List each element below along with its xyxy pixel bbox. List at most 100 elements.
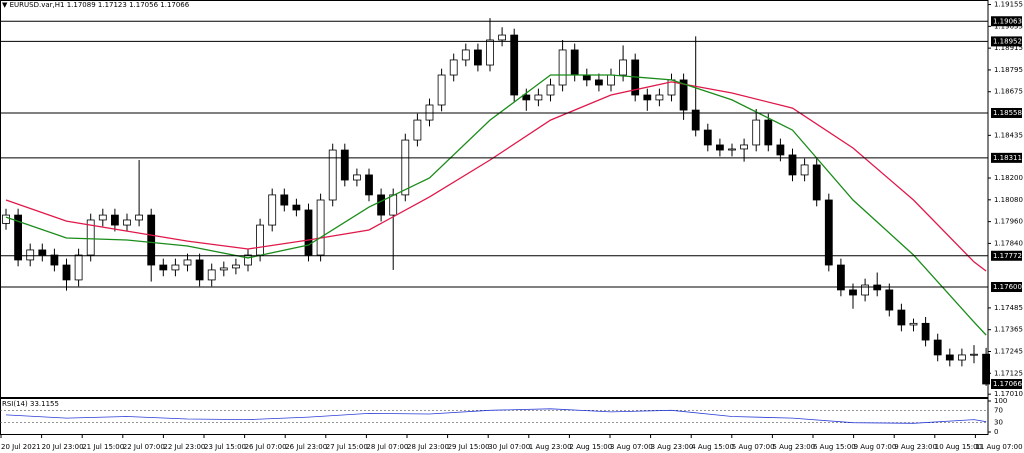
candle-body bbox=[304, 209, 313, 256]
candle-body bbox=[50, 254, 59, 266]
x-tick-label: 9 Aug 23:00 bbox=[894, 443, 937, 451]
y-tick-label: 1.17245 bbox=[994, 347, 1023, 355]
candle-body bbox=[776, 144, 785, 156]
candle-body bbox=[716, 144, 724, 151]
y-tick-label: 1.18080 bbox=[994, 196, 1023, 204]
x-tick-label: 30 Jul 07:00 bbox=[488, 443, 530, 451]
x-tick-label: 4 Aug 15:00 bbox=[691, 443, 734, 451]
candle-body bbox=[473, 49, 482, 66]
candle-body bbox=[183, 259, 192, 266]
candle-body bbox=[619, 59, 627, 76]
rsi-line bbox=[5, 408, 987, 424]
candle-body bbox=[159, 264, 168, 271]
x-tick-label: 20 Jul 2021 bbox=[1, 443, 41, 451]
candle-body bbox=[800, 164, 809, 176]
y-tick-label: 1.17485 bbox=[994, 304, 1023, 312]
level-label: 1.18952 bbox=[993, 37, 1022, 45]
level-label-box bbox=[991, 250, 1022, 261]
x-tick-label: 2 Aug 15:00 bbox=[569, 443, 612, 451]
x-tick-label: 20 Jul 23:00 bbox=[42, 443, 84, 451]
candle-body bbox=[195, 259, 204, 281]
candle-body bbox=[897, 309, 906, 326]
candle-body bbox=[655, 94, 664, 101]
x-tick-label: 26 Jul 07:00 bbox=[245, 443, 287, 451]
candle-body bbox=[147, 214, 156, 266]
candle-body bbox=[837, 264, 845, 291]
candle-body bbox=[2, 214, 10, 224]
level-label-box bbox=[991, 152, 1022, 163]
candle-body bbox=[231, 264, 240, 269]
x-tick-label: 1 Aug 23:00 bbox=[529, 443, 572, 451]
candle-body bbox=[945, 354, 954, 361]
candle-body bbox=[38, 249, 47, 256]
candle-body bbox=[62, 264, 71, 281]
candle-body bbox=[111, 214, 119, 226]
x-tick-label: 5 Aug 07:00 bbox=[732, 443, 775, 451]
plot-frame bbox=[0, 0, 989, 398]
y-tick-label: 30 bbox=[994, 419, 1003, 427]
candle-body bbox=[86, 219, 95, 256]
candle-body bbox=[365, 174, 373, 196]
y-tick-label: 1.17125 bbox=[994, 369, 1023, 377]
y-tick-label: 1.17010 bbox=[994, 390, 1023, 398]
level-label-box bbox=[991, 36, 1022, 47]
candle-body bbox=[244, 254, 252, 266]
candle-body bbox=[982, 353, 990, 385]
candle-body bbox=[413, 119, 422, 141]
panel-frame bbox=[0, 398, 989, 435]
candle-body bbox=[607, 74, 615, 86]
quote: 1.17056 bbox=[129, 1, 158, 9]
candle-body bbox=[679, 79, 688, 111]
x-tick-label: 9 Aug 07:00 bbox=[854, 443, 897, 451]
candle-body bbox=[292, 204, 301, 211]
candle-body bbox=[933, 339, 942, 356]
x-tick-label: 22 Jul 23:00 bbox=[163, 443, 205, 451]
candle-body bbox=[595, 79, 603, 86]
x-tick-label: 10 Aug 15:00 bbox=[935, 443, 982, 451]
candle-body bbox=[909, 322, 918, 326]
candle-body bbox=[461, 49, 470, 61]
y-tick-label: 1.18200 bbox=[994, 174, 1023, 182]
candle-body bbox=[740, 144, 748, 150]
quote: 1.17066 bbox=[160, 1, 189, 9]
menu-arrow: ▼ bbox=[2, 1, 10, 9]
y-tick-label: 1.18915 bbox=[994, 44, 1023, 52]
level-label: 1.17600 bbox=[993, 283, 1022, 291]
x-tick-label: 6 Aug 15:00 bbox=[813, 443, 856, 451]
candle-body bbox=[885, 289, 894, 311]
candle-body bbox=[764, 119, 773, 146]
candle-body bbox=[958, 354, 966, 361]
current-price-box bbox=[991, 379, 1022, 390]
candle-body bbox=[522, 94, 531, 101]
rsi-value: 33.1155 bbox=[30, 400, 59, 408]
y-tick-label: 100 bbox=[994, 397, 1007, 405]
candle-body bbox=[256, 224, 265, 256]
candle-body bbox=[570, 49, 579, 76]
candle-body bbox=[328, 149, 337, 201]
x-tick-label: 3 Aug 07:00 bbox=[610, 443, 653, 451]
candle-body bbox=[921, 322, 930, 341]
candle-body bbox=[14, 214, 23, 261]
candle-body bbox=[135, 214, 144, 221]
x-tick-label: 28 Jul 23:00 bbox=[407, 443, 449, 451]
x-tick-label: 23 Jul 15:00 bbox=[204, 443, 246, 451]
x-tick-label: 28 Jul 07:00 bbox=[366, 443, 408, 451]
candle-body bbox=[546, 84, 555, 96]
candle-body bbox=[219, 267, 228, 271]
candle-body bbox=[316, 199, 325, 256]
y-tick-label: 70 bbox=[994, 406, 1003, 414]
candle-body bbox=[486, 39, 494, 66]
header: ▼ EURUSD.var,H1 1.17089 1.17123 1.17056 … bbox=[2, 1, 190, 9]
level-label: 1.18558 bbox=[993, 109, 1022, 117]
candle-body bbox=[703, 129, 712, 146]
candle-body bbox=[377, 194, 386, 216]
y-tick-label: 1.17365 bbox=[994, 326, 1023, 334]
candle-body bbox=[280, 194, 289, 206]
y-tick-label: 1.18795 bbox=[994, 66, 1023, 74]
candle-body bbox=[824, 199, 833, 266]
candle-body bbox=[691, 109, 700, 131]
symbol: EURUSD.var,H1 bbox=[10, 1, 65, 9]
level-label-box bbox=[991, 282, 1022, 293]
